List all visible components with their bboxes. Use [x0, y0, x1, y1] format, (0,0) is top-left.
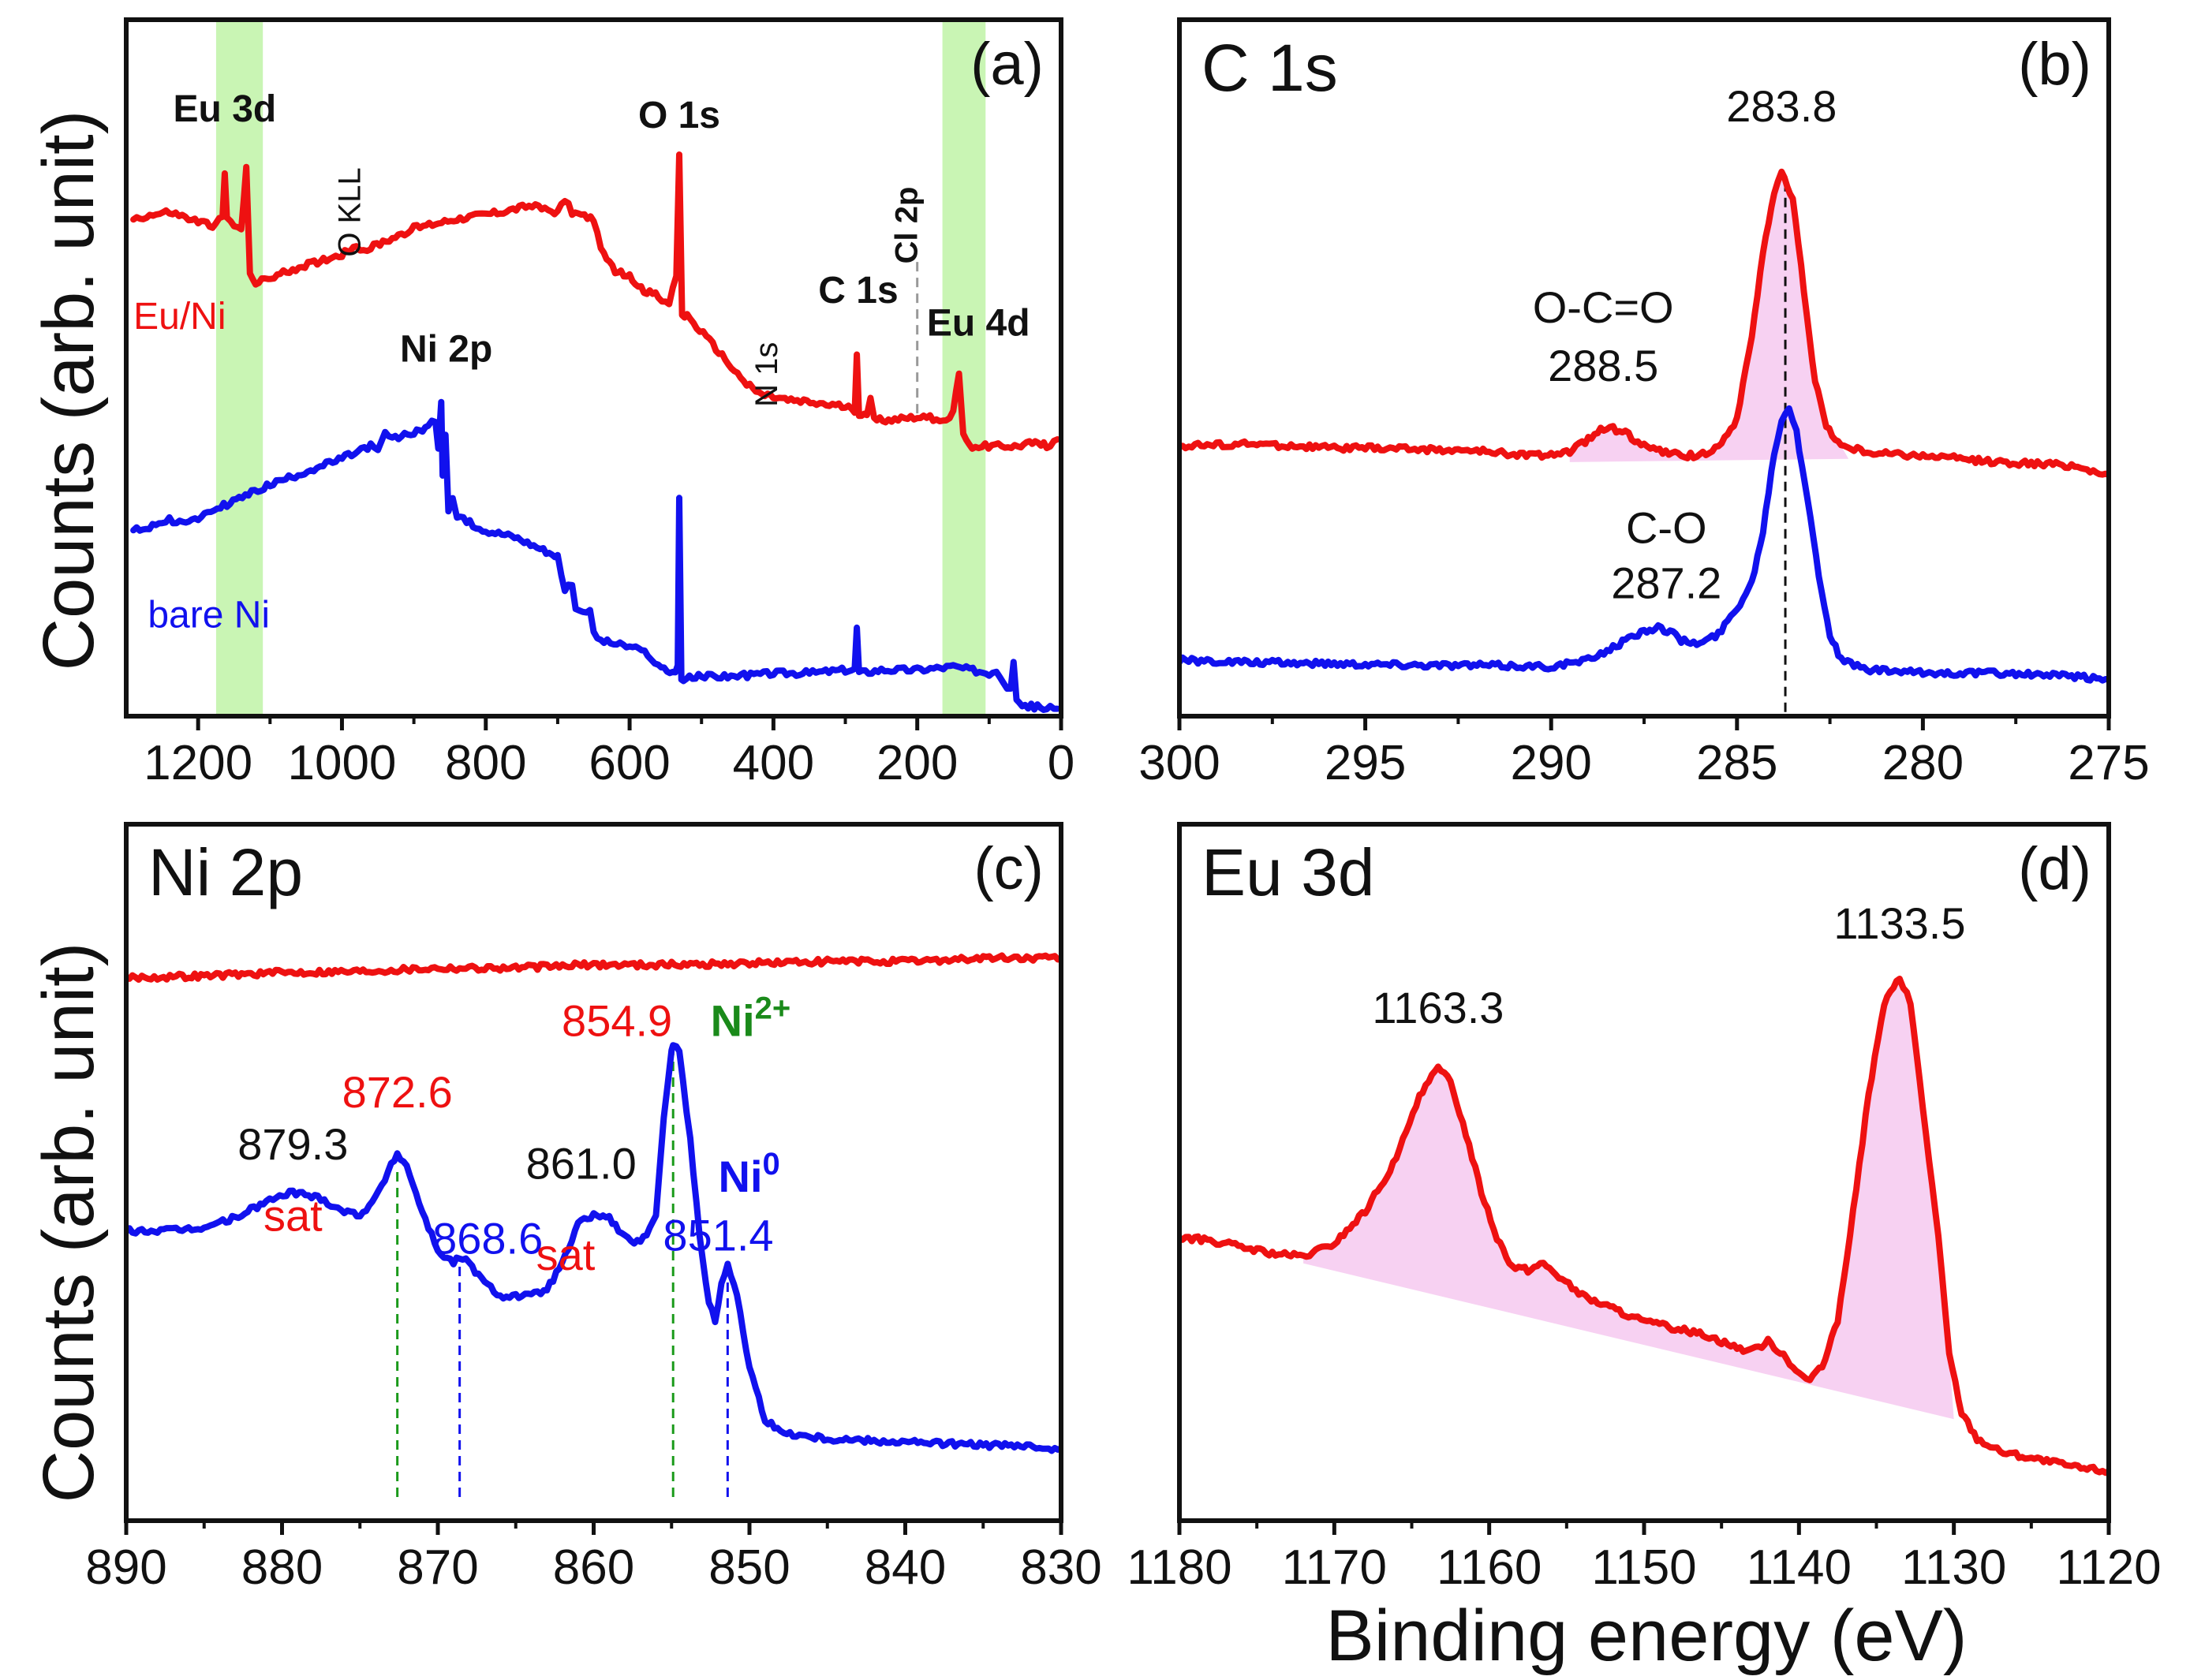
x-tick-label-d-4: 1140 [1747, 1540, 1852, 1595]
annotation-d-11633: 1163.3 [1372, 983, 1504, 1032]
x-tick-label-c-5: 840 [865, 1540, 946, 1595]
x-tick-label-a-5: 200 [876, 736, 958, 790]
y-axis-label-top: Counts (arb. unit) [28, 110, 109, 671]
series-line-c-0 [126, 952, 1061, 983]
x-tick-label-d-2: 1160 [1437, 1540, 1542, 1595]
plot-area-c [126, 952, 1061, 1497]
series-line-c-1 [126, 1042, 1061, 1454]
x-tick-label-a-4: 400 [733, 736, 814, 790]
annotation-a-n1s: N 1s [749, 342, 784, 407]
highlight-band-a-1 [942, 20, 986, 716]
annotation-b-2838: 283.8 [1726, 81, 1837, 131]
x-tick-label-d-3: 1150 [1591, 1540, 1696, 1595]
annotation-b-co: C-O [1626, 503, 1707, 553]
x-tick-label-c-4: 850 [708, 1540, 790, 1595]
annotation-c-ni2plus: Ni2+ [711, 991, 791, 1046]
series-label-eu-ni: Eu/Ni [133, 296, 226, 338]
x-tick-label-b-0: 300 [1138, 736, 1220, 790]
annotation-c-8793: 879.3 [237, 1119, 348, 1169]
annotation-a-ni2p: Ni 2p [400, 328, 492, 370]
annotation-c-8610: 861.0 [526, 1139, 637, 1189]
x-tick-label-d-1: 1170 [1282, 1540, 1387, 1595]
x-tick-label-a-0: 1200 [144, 736, 252, 790]
panel-label-a: (a) [970, 31, 1044, 98]
peak-fill-b-0 [1569, 173, 1849, 462]
x-tick-label-c-0: 890 [85, 1540, 166, 1595]
panel-label-b: (b) [2018, 31, 2091, 98]
annotation-a-c1s: C 1s [818, 270, 898, 312]
x-tick-label-a-3: 600 [589, 736, 670, 790]
plot-area-b [1179, 168, 2109, 712]
annotation-c-8549: 854.9 [562, 996, 672, 1046]
x-tick-label-d-6: 1120 [2056, 1540, 2161, 1595]
x-tick-label-b-3: 285 [1696, 736, 1777, 790]
x-tick-label-c-3: 860 [553, 1540, 634, 1595]
annotation-c-8686: 868.6 [432, 1213, 543, 1263]
annotation-a-eu4d: Eu 4d [927, 302, 1030, 344]
series-line-a-1 [130, 398, 1061, 713]
annotation-b-oco: O-C=O [1533, 282, 1674, 332]
x-tick-label-a-1: 1000 [287, 736, 396, 790]
annotation-a-o1s: O 1s [638, 95, 720, 136]
x-tick-label-d-5: 1130 [1901, 1540, 2006, 1595]
annotation-b-2872: 287.2 [1611, 558, 1721, 608]
panel-label-c: (c) [974, 835, 1044, 902]
panel-b: 300 295 290 285 280 275 (b) C 1s 283.8 O-C=O 288.5… [1138, 17, 2150, 790]
x-tick-label-a-6: 0 [1048, 736, 1074, 790]
panel-c: 890 880 870 860 850 840 830 (c) Ni 2p 879.3 sat 872… [85, 822, 1102, 1595]
y-axis-label-bottom: Counts (arb. unit) [28, 943, 109, 1503]
annotation-c-sat1: sat [263, 1191, 323, 1241]
panel-label-d: (d) [2018, 835, 2091, 902]
series-line-b-0 [1179, 168, 2109, 479]
series-label-bare-ni: bare Ni [148, 595, 270, 637]
x-tick-label-a-2: 800 [445, 736, 526, 790]
x-tick-label-b-2: 290 [1510, 736, 1591, 790]
panel-title-d: Eu 3d [1202, 835, 1375, 909]
x-tick-label-c-1: 880 [241, 1540, 323, 1595]
plot-area-a [130, 20, 1061, 716]
x-tick-label-c-2: 870 [397, 1540, 478, 1595]
annotation-c-8514: 851.4 [663, 1210, 773, 1260]
annotation-c-sat2: sat [536, 1230, 596, 1279]
panel-a: 1200 1000 800 600 400 200 0 (a) Eu/Ni bare Ni Eu 3… [124, 17, 1074, 790]
plot-area-d [1179, 976, 2109, 1477]
annotation-b-2885: 288.5 [1548, 341, 1658, 390]
x-tick-label-d-0: 1180 [1127, 1540, 1231, 1595]
panel-title-c: Ni 2p [148, 835, 303, 909]
highlight-band-a-0 [215, 20, 263, 716]
annotation-d-11335: 1133.5 [1833, 898, 1965, 948]
x-tick-label-b-4: 280 [1882, 736, 1964, 790]
axes-frame-a [124, 17, 1063, 719]
annotation-c-ni0: Ni0 [719, 1147, 780, 1201]
series-line-a-0 [130, 151, 1061, 452]
peak-fill-d-0 [1303, 977, 1954, 1420]
axes-frame-d [1177, 822, 2111, 1523]
annotation-c-8726: 872.6 [342, 1067, 453, 1117]
x-tick-label-b-5: 275 [2068, 736, 2149, 790]
series-line-d-0 [1179, 976, 2109, 1477]
annotation-a-cl2p: Cl 2p [890, 187, 925, 264]
annotation-a-eu3d: Eu 3d [174, 88, 277, 130]
annotation-a-okll: O KLL [332, 167, 367, 256]
x-tick-label-c-6: 830 [1020, 1540, 1101, 1595]
x-axis-label: Binding energy (eV) [1325, 1596, 1967, 1676]
panel-title-b: C 1s [1202, 31, 1338, 105]
x-tick-label-b-1: 295 [1325, 736, 1406, 790]
panel-d: 1180 1170 1160 1150 1140 1130 1120 (d) Eu 3d 1163… [1127, 822, 2162, 1595]
series-line-b-1 [1179, 405, 2109, 684]
